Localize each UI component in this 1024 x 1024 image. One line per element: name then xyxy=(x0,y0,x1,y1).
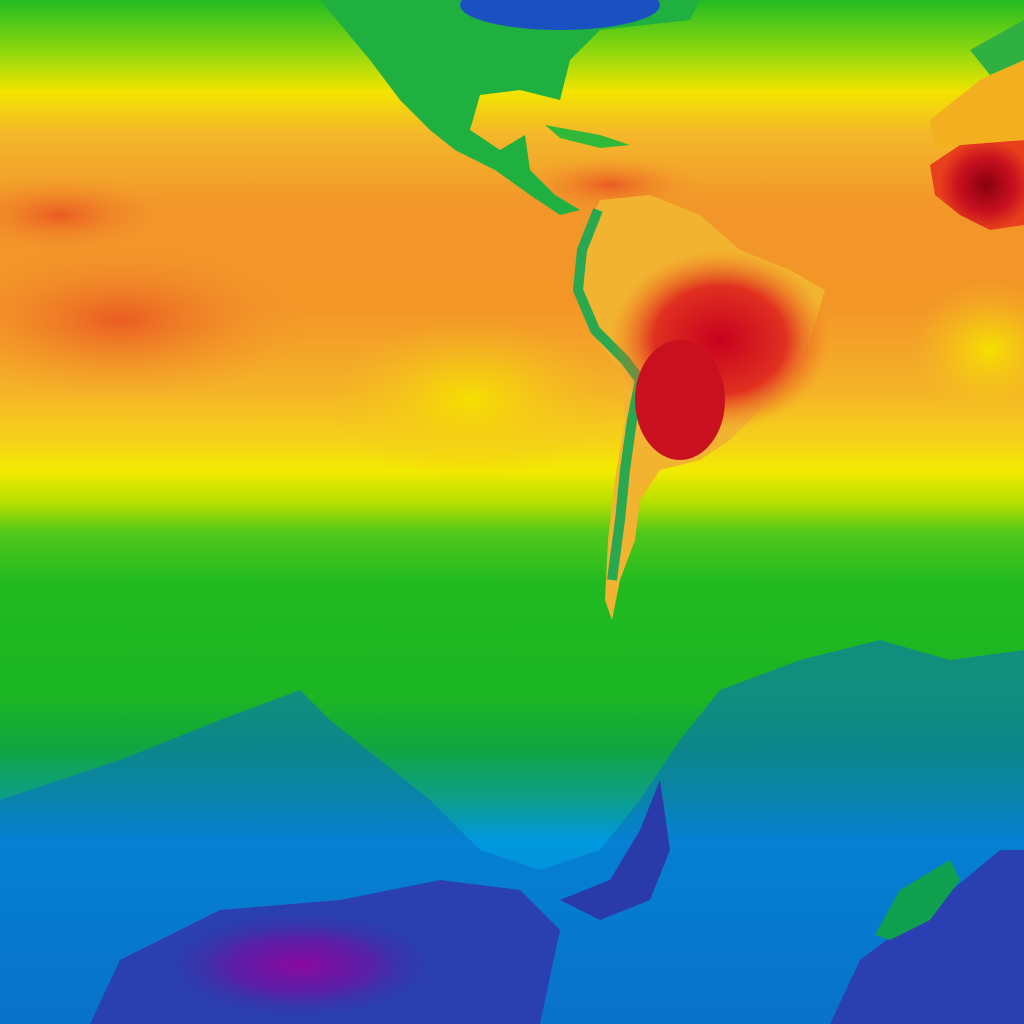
chaco-hot-zone xyxy=(635,340,725,460)
pacific-warm-zone xyxy=(0,240,310,400)
antarctic-peninsula xyxy=(560,780,670,920)
hudson-cold-zone xyxy=(460,0,660,30)
caribbean-islands xyxy=(545,125,630,148)
pacific-cool-zone xyxy=(330,320,610,480)
north-america-landmass xyxy=(320,0,700,215)
africa-landmass xyxy=(930,140,1024,230)
africa-northwest xyxy=(930,60,1024,150)
atlantic-cool-zone xyxy=(910,280,1024,420)
antarctic-east-interior xyxy=(830,850,1024,1024)
pacific-warm-zone-north xyxy=(0,175,170,255)
antarctic-cold-pole xyxy=(160,910,440,1020)
ice-shelf-warm-patch xyxy=(875,860,960,940)
europe-tip xyxy=(970,20,1024,75)
